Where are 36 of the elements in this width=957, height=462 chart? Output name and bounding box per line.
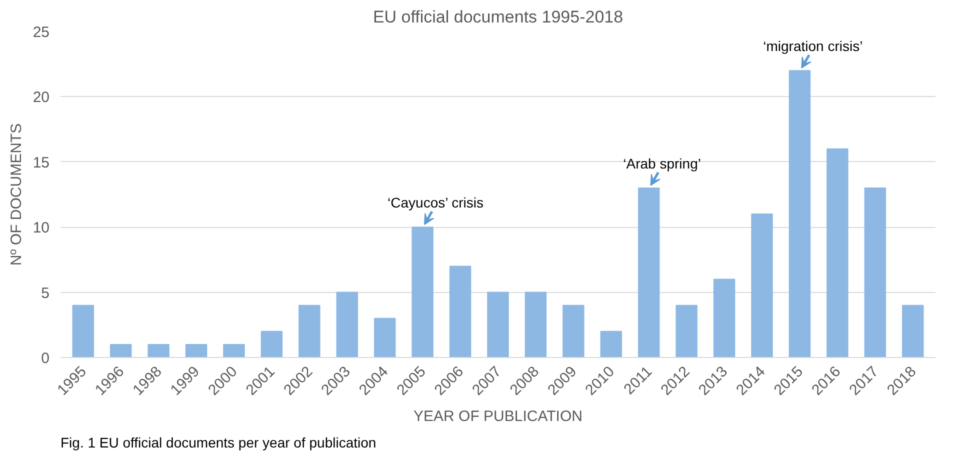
bar [110,344,132,358]
annotation: ‘Arab spring’ [623,155,701,172]
bar [676,304,698,358]
bar [487,292,509,358]
bar [298,304,320,358]
chart-title: EU official documents 1995-2018 [372,8,624,26]
annotation: ‘Cayucos’ crisis [388,194,484,210]
bar [826,148,848,358]
bar [864,187,886,358]
bar [638,187,660,358]
y-tick-label: 5 [41,284,50,302]
bar [72,304,94,358]
bar [713,278,736,358]
y-tick-label: 15 [32,154,50,172]
caption: Fig. 1 EU official documents per year of publication [60,434,376,450]
y-tick-label: 10 [32,220,50,237]
bar [600,330,622,358]
annotation: ‘migration crisis’ [763,38,863,54]
bar [336,292,358,358]
bar [562,304,584,358]
y-tick-label: 25 [32,24,50,41]
y-tick-label: 0 [41,350,50,367]
x-axis-title: YEAR OF PUBLICATION [414,408,582,425]
y-axis-title: Nº OF DOCUMENTS [8,123,25,266]
y-tick-label: 20 [32,89,50,106]
bar [260,330,283,358]
bar [185,344,208,358]
bar [751,214,773,358]
bar [374,318,396,358]
bar [449,266,472,358]
bar [412,226,434,358]
bar [148,344,170,358]
bar [902,304,924,358]
bar [788,70,811,358]
bar [223,344,245,358]
bar [524,292,547,358]
